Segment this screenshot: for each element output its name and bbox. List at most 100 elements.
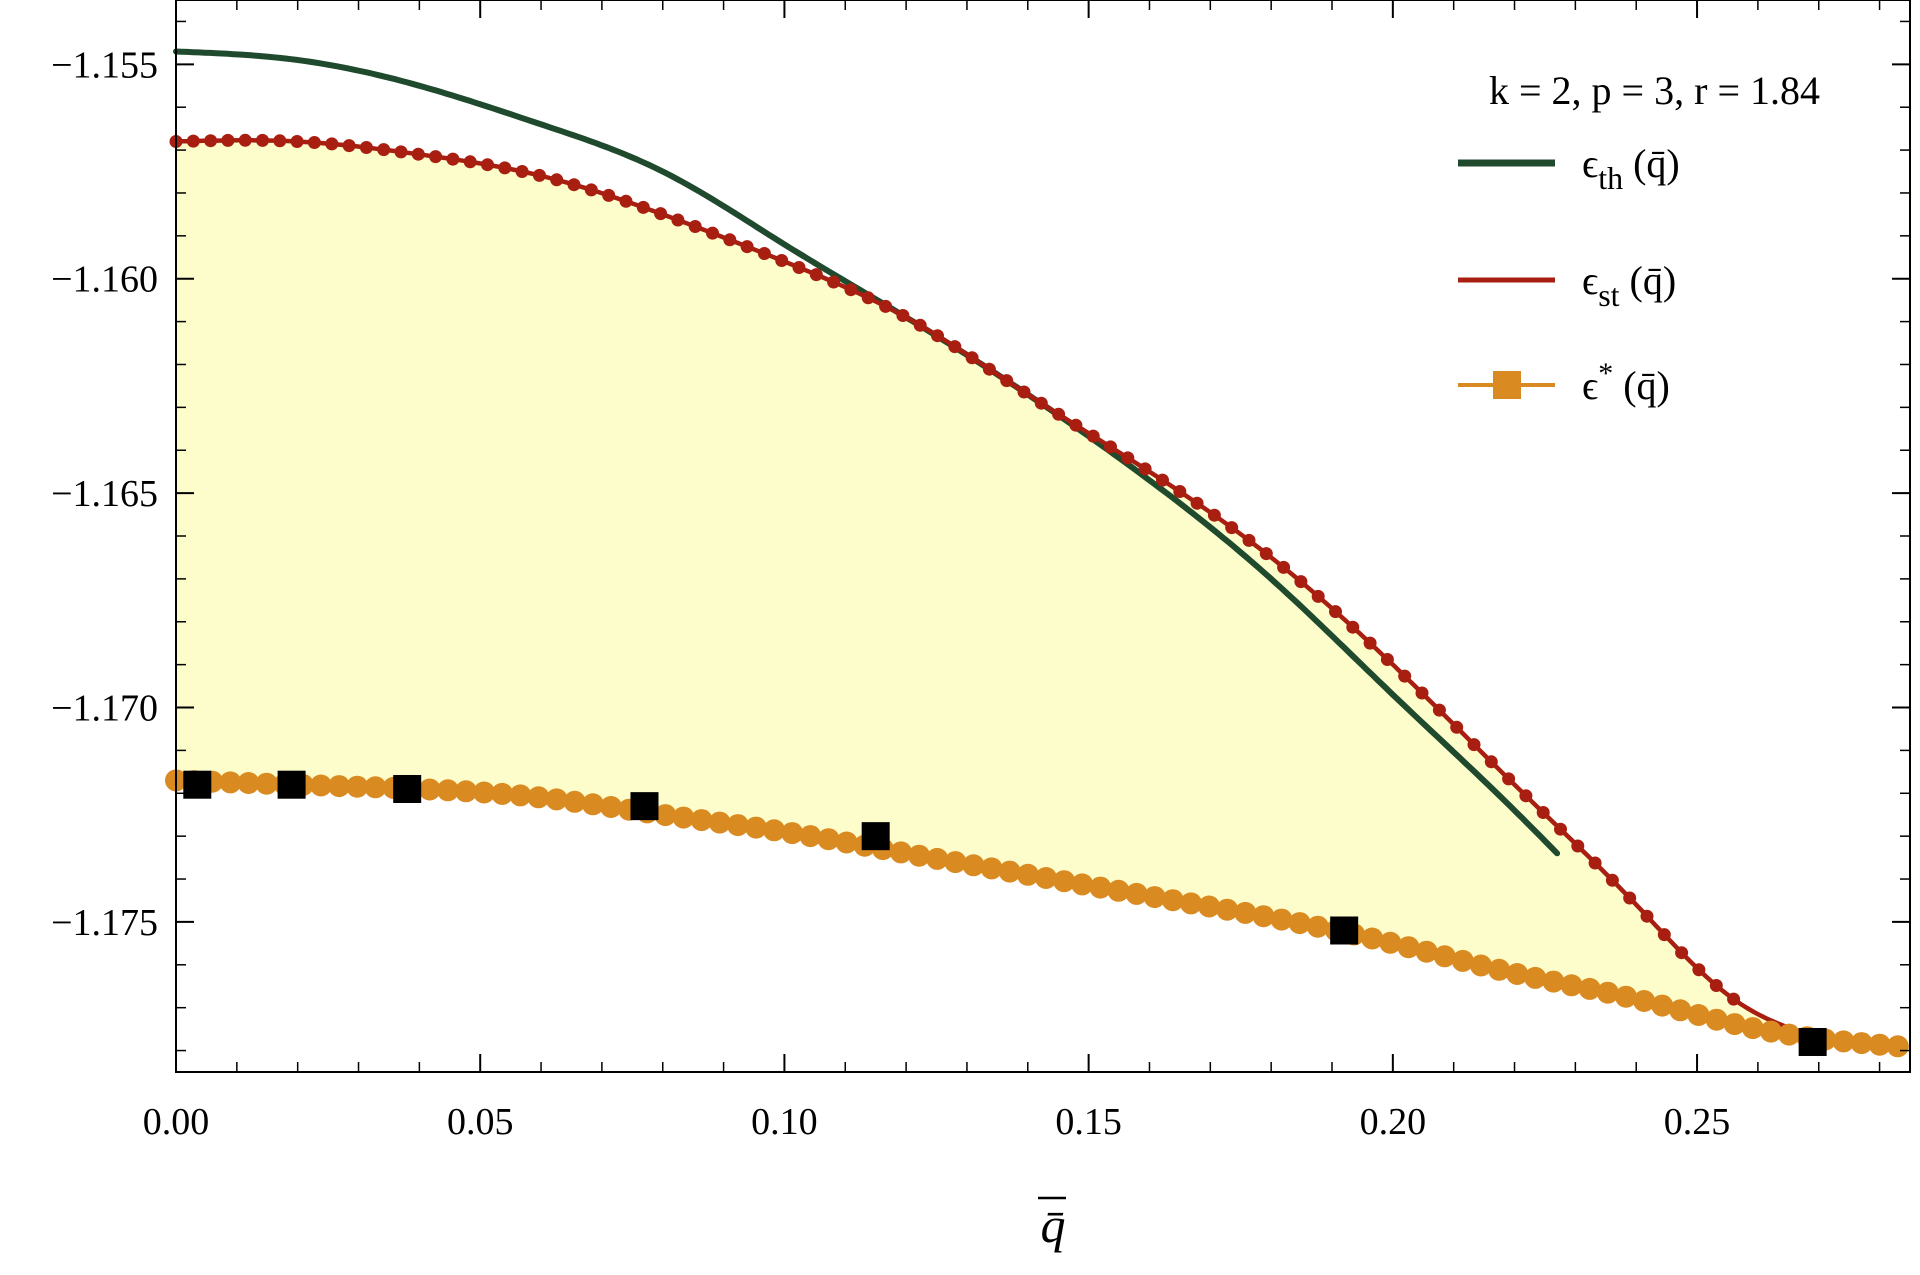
series-point <box>1488 958 1511 981</box>
series-point <box>491 782 514 805</box>
series-point <box>1623 891 1637 905</box>
series-point <box>221 133 235 147</box>
series-point <box>1433 945 1456 968</box>
series-point <box>1502 772 1516 786</box>
series-point <box>1741 1017 1764 1040</box>
series-point <box>1053 870 1076 893</box>
series-point <box>498 161 512 175</box>
x-tick-label: 0.25 <box>1664 1101 1731 1143</box>
series-point <box>879 299 893 313</box>
series-point <box>1071 873 1094 896</box>
series-point <box>1107 879 1130 902</box>
series-point <box>446 152 460 166</box>
series-point <box>1252 905 1275 928</box>
shaded-region-layer <box>176 140 1837 1043</box>
series-point <box>1089 876 1112 899</box>
series-point <box>1380 653 1394 666</box>
black-square-marker <box>630 792 659 821</box>
series-point <box>1536 806 1550 819</box>
series-point <box>1886 1035 1909 1058</box>
black-square-marker <box>183 770 212 799</box>
series-point <box>473 781 496 804</box>
series-point <box>377 143 391 157</box>
series-point <box>1397 936 1420 959</box>
series-point <box>1052 407 1066 421</box>
series-point <box>1524 966 1547 989</box>
series-point <box>688 220 702 233</box>
series-point <box>1125 882 1148 905</box>
ticks-layer: 0.00 0.05 0.10 0.15 0.20 0.25 −1.155 −1.160 −1.1… <box>51 0 1910 1143</box>
series-point <box>636 200 650 214</box>
x-tick-label: 0.15 <box>1055 1101 1122 1143</box>
series-point <box>1588 856 1602 870</box>
series-point <box>563 790 586 813</box>
series-point <box>290 135 304 148</box>
series-point <box>219 771 242 794</box>
shaded-region <box>176 140 1837 1043</box>
x-axis-label: q̄ <box>1041 1197 1066 1253</box>
series-point <box>255 772 278 795</box>
series-point <box>1596 981 1619 1004</box>
series-point <box>1467 738 1481 752</box>
series-point <box>436 779 459 802</box>
series-point <box>1288 912 1311 935</box>
series-point <box>706 226 719 240</box>
series-point <box>455 780 477 803</box>
series-point <box>204 134 218 148</box>
series-point <box>256 133 269 147</box>
series-point <box>463 155 477 169</box>
series-point <box>1578 977 1601 1000</box>
series-point <box>1379 931 1402 954</box>
legend-header: k = 2, p = 3, r = 1.84 <box>1489 68 1820 113</box>
series-point <box>1277 560 1291 574</box>
series-point <box>1519 789 1533 803</box>
series-point <box>723 233 737 247</box>
series-point <box>913 318 927 332</box>
series-point <box>1329 605 1342 619</box>
series-point <box>1161 889 1184 912</box>
series-point <box>1542 970 1565 993</box>
series-point <box>394 145 408 159</box>
series-point <box>342 139 356 153</box>
series-point <box>481 158 494 172</box>
series-point <box>359 141 373 154</box>
series-point <box>310 774 332 797</box>
series-point <box>1850 1032 1873 1055</box>
series-point <box>1086 429 1100 443</box>
series-point <box>307 136 321 149</box>
series-point <box>1207 508 1221 522</box>
series-point <box>809 268 823 282</box>
series-point <box>1760 1020 1782 1043</box>
series-point <box>1363 636 1377 650</box>
series-point <box>1571 839 1585 853</box>
legend-square-marker <box>1493 371 1521 399</box>
series-point <box>527 786 550 809</box>
series-point <box>1138 462 1152 476</box>
series-point <box>1361 927 1384 950</box>
series-point <box>1000 374 1014 388</box>
series-point <box>1484 755 1498 769</box>
series-point <box>1451 949 1474 972</box>
series-layer <box>165 48 1909 1058</box>
series-point <box>1705 1008 1728 1031</box>
series-point <box>619 194 633 208</box>
black-square-marker <box>861 822 890 851</box>
series-point <box>600 796 622 818</box>
series-point <box>1294 575 1308 589</box>
series-point <box>962 854 985 877</box>
black-square-marker <box>1798 1027 1827 1056</box>
series-point <box>763 819 786 842</box>
series-point <box>325 137 339 151</box>
series-point <box>1069 418 1083 432</box>
series-point <box>1173 485 1187 498</box>
series-point <box>781 822 804 845</box>
series-point <box>532 168 546 182</box>
series-point <box>273 134 287 148</box>
series-point <box>1216 898 1239 921</box>
series-point <box>1180 892 1202 915</box>
x-tick-label: 0.05 <box>447 1101 514 1143</box>
series-point <box>584 183 598 197</box>
series-point <box>1470 954 1492 977</box>
series-point <box>1415 940 1438 963</box>
series-point <box>1640 909 1654 923</box>
